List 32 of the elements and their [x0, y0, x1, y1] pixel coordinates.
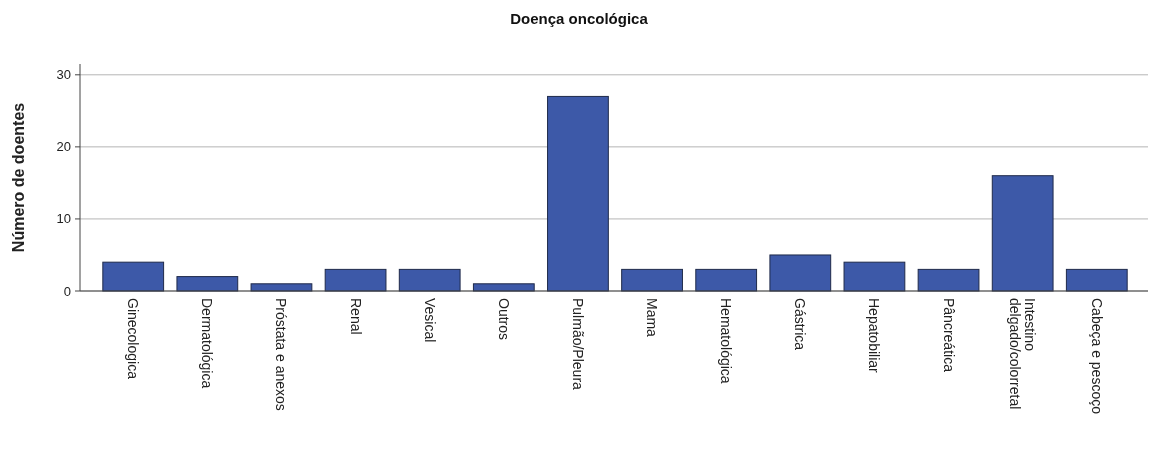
x-tick-label: Hematológica [718, 298, 735, 384]
bar [991, 175, 1054, 292]
bar [547, 95, 609, 292]
y-tick-label: 20 [56, 139, 71, 155]
x-tick-label: Vesical [421, 298, 438, 343]
x-tick-label: Hepatobiliar [866, 298, 883, 374]
bar [398, 268, 461, 292]
bar [1065, 268, 1128, 292]
x-tick-label: Renal [347, 298, 364, 335]
x-tick-label: Intestino delgado/colorretal [1007, 298, 1039, 410]
bar [102, 261, 165, 292]
y-tick-label: 10 [56, 211, 71, 227]
bar [917, 268, 980, 292]
x-tick-label: Ginecologica [125, 298, 142, 380]
x-tick-label: Pâncreática [940, 298, 957, 373]
y-tick-label: 30 [56, 67, 71, 83]
bar [621, 268, 683, 292]
x-tick-label: Próstata e anexos [273, 298, 290, 411]
x-tick-label: Gástrica [792, 298, 809, 351]
y-axis-title: Número de doentes [10, 102, 27, 253]
x-tick-label: Dermatológica [199, 298, 216, 389]
bar [769, 254, 832, 292]
x-tick-label: Pulmão/Pleura [569, 298, 586, 391]
bar [695, 268, 758, 292]
bar [843, 261, 906, 292]
x-tick-label: Outros [495, 298, 512, 341]
y-tick-label: 0 [63, 283, 71, 299]
x-tick-label: Mama [644, 298, 661, 338]
chart-title: Doença oncológica [510, 10, 649, 27]
x-tick-label: Cabeça e pescoço [1088, 298, 1105, 415]
bar [324, 268, 387, 292]
bar [176, 276, 239, 292]
